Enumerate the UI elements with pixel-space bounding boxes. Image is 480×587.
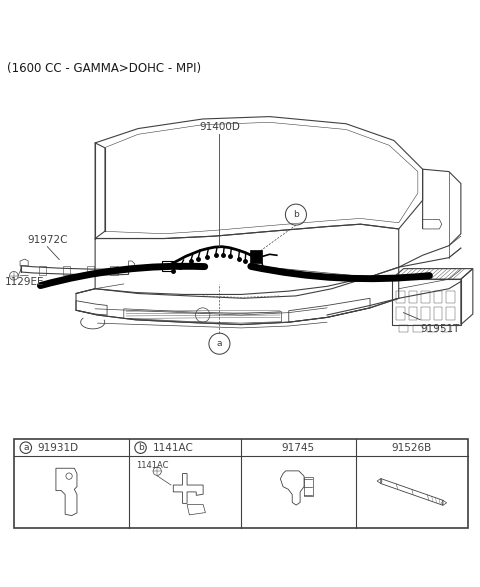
Text: 1141AC: 1141AC	[136, 461, 168, 470]
Bar	[427, 325, 437, 332]
Text: 1129EE: 1129EE	[5, 277, 45, 287]
Text: 91972C: 91972C	[27, 235, 68, 245]
Bar	[62, 266, 70, 275]
Bar	[413, 325, 422, 332]
Bar	[421, 291, 430, 303]
Bar	[399, 325, 408, 332]
Bar	[396, 291, 405, 303]
Text: a: a	[23, 443, 28, 452]
Bar	[86, 266, 94, 275]
Bar	[442, 325, 451, 332]
Bar	[396, 308, 405, 320]
Bar	[409, 291, 418, 303]
Text: 91400D: 91400D	[199, 122, 240, 132]
Bar	[421, 308, 430, 320]
Text: 91951T: 91951T	[420, 324, 460, 334]
Bar	[409, 308, 418, 320]
Bar	[162, 261, 174, 271]
Text: (1600 CC - GAMMA>DOHC - MPI): (1600 CC - GAMMA>DOHC - MPI)	[7, 62, 201, 75]
Bar	[433, 308, 442, 320]
Bar	[392, 279, 461, 325]
Text: 91745: 91745	[282, 443, 315, 453]
Bar	[14, 439, 468, 528]
Bar	[110, 266, 118, 275]
Bar	[446, 291, 455, 303]
Bar	[250, 250, 262, 264]
Bar	[39, 266, 47, 275]
Bar	[433, 291, 442, 303]
Text: 91526B: 91526B	[392, 443, 432, 453]
Bar	[304, 477, 313, 496]
Text: a: a	[216, 339, 222, 348]
Text: 91931D: 91931D	[38, 443, 79, 453]
Bar	[446, 308, 455, 320]
Text: 1141AC: 1141AC	[153, 443, 193, 453]
Text: b: b	[138, 443, 144, 452]
Text: b: b	[293, 210, 299, 219]
